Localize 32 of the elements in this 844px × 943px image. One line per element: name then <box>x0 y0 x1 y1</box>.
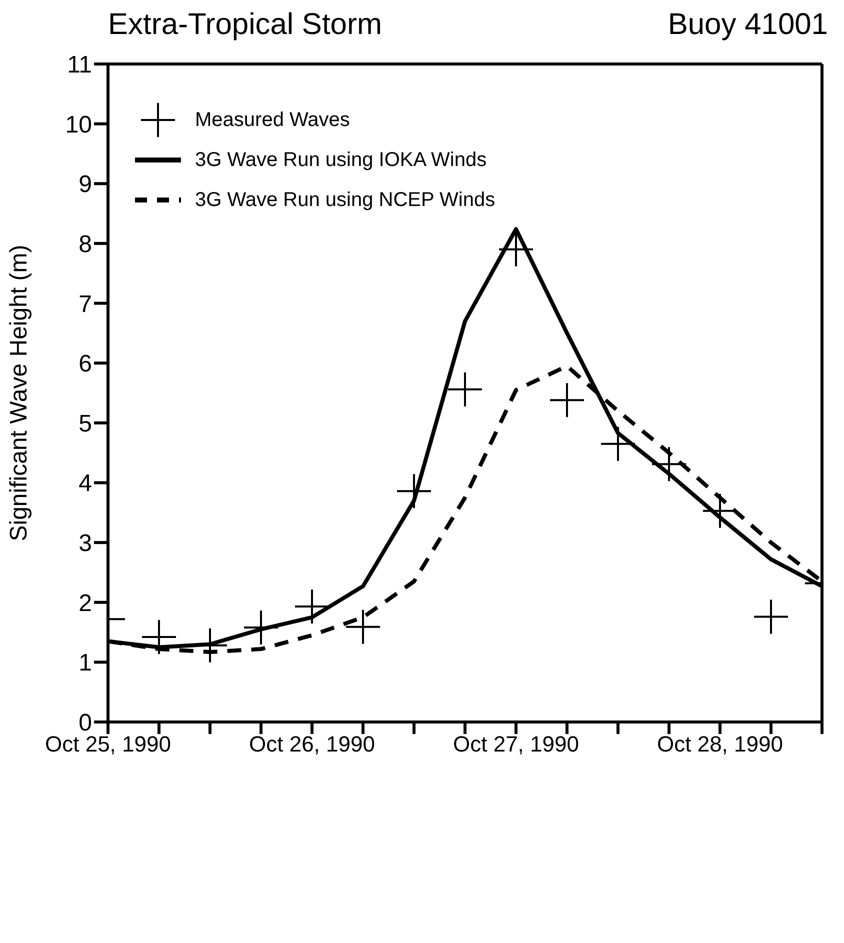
y-tick-label: 2 <box>78 590 92 617</box>
legend-label: 3G Wave Run using NCEP Winds <box>195 188 496 213</box>
point <box>346 610 380 644</box>
y-tick-label: 7 <box>78 290 92 318</box>
point <box>142 620 176 654</box>
y-tick-label: 6 <box>78 350 92 378</box>
point <box>295 590 329 624</box>
point <box>550 383 584 418</box>
point <box>448 372 482 406</box>
y-tick-label: 3 <box>78 530 92 558</box>
point <box>499 232 533 266</box>
chart-subtitle: Buoy 41001 <box>668 8 828 43</box>
y-tick-label: 1 <box>78 650 92 677</box>
x-tick-label: Oct 28, 1990 <box>657 732 783 757</box>
y-tick-label: 8 <box>78 230 92 258</box>
y-tick-label: 4 <box>78 470 92 498</box>
point <box>703 494 737 528</box>
point <box>397 474 431 508</box>
legend-label: 3G Wave Run using IOKA Winds <box>195 148 487 173</box>
point <box>244 610 278 644</box>
y-tick-label: 5 <box>78 410 92 438</box>
point <box>754 600 788 634</box>
y-axis-title: Significant Wave Height (m) <box>6 244 33 542</box>
chart-title: Extra-Tropical Storm <box>108 8 382 43</box>
legend-label: Measured Waves <box>195 108 350 133</box>
point <box>601 426 635 461</box>
point <box>652 447 686 482</box>
x-tick-label: Oct 26, 1990 <box>249 732 375 757</box>
y-tick-label: 10 <box>65 111 92 138</box>
y-tick-label: 11 <box>67 52 92 79</box>
y-tick-label: 9 <box>78 171 92 198</box>
x-tick-label: Oct 27, 1990 <box>453 732 579 757</box>
